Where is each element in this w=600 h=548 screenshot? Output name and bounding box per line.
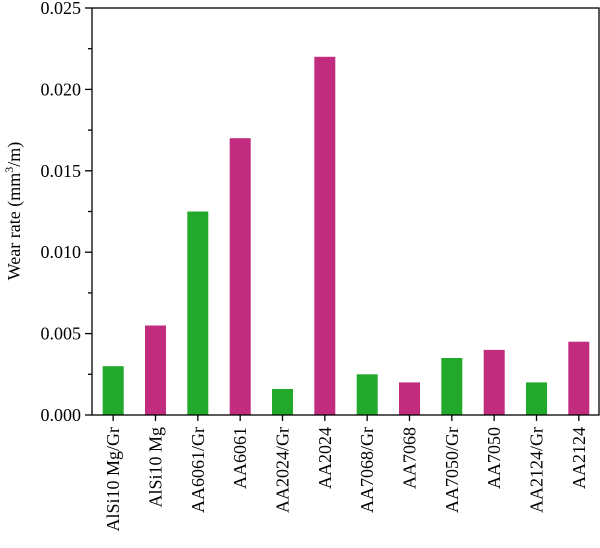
- bar-aa7068-gr: [356, 374, 378, 415]
- bar-aa7068: [399, 382, 420, 415]
- axes-group: [91, 7, 600, 416]
- bar-aa2124-gr: [526, 382, 547, 415]
- y-tick-label: 0.000: [41, 405, 82, 425]
- y-axis-title-sup: 3: [2, 167, 16, 173]
- bar-aa7050: [483, 349, 505, 415]
- x-tick-label: AA7050: [484, 427, 504, 489]
- y-tick-label: 0.005: [41, 324, 82, 344]
- plot-frame: [91, 7, 600, 416]
- bar-aa6061: [229, 138, 251, 415]
- x-tick-label: AA6061/Gr: [188, 427, 208, 513]
- x-tick-label: AA7068: [400, 427, 420, 489]
- y-axis-title-prefix: Wear rate (mm: [4, 173, 25, 281]
- y-tick-label: 0.015: [41, 161, 82, 181]
- x-tick-label: AA2124: [569, 427, 589, 489]
- y-axis-title: Wear rate (mm3/m): [2, 142, 25, 281]
- bar-aa7050-gr: [441, 358, 463, 415]
- bar-aa2024-gr: [272, 389, 293, 415]
- bar-aa6061-gr: [187, 211, 209, 415]
- x-tick-label: AA2024/Gr: [273, 427, 293, 513]
- y-axis-title-suffix: /m): [4, 142, 25, 167]
- bar-alsi10-mg: [145, 325, 166, 415]
- x-tick-label: AlSi10 Mg: [146, 427, 166, 508]
- x-ticks-group: AlSi10 Mg/Gr AlSi10 Mg AA6061/Gr AA6061 AA20…: [103, 415, 589, 532]
- bars-group: [102, 56, 590, 416]
- x-tick-label: AlSi10 Mg/Gr: [103, 427, 123, 532]
- x-tick-label: AA2124/Gr: [527, 427, 547, 513]
- x-tick-label: AA2024: [315, 427, 335, 489]
- bar-aa2124: [568, 341, 590, 415]
- y-tick-label: 0.020: [41, 79, 82, 99]
- x-tick-label: AA6061: [230, 427, 250, 489]
- y-ticks-group: 0.000 0.005 0.010 0.015 0.020 0.025: [41, 0, 92, 425]
- y-tick-label: 0.010: [41, 242, 82, 262]
- y-tick-label: 0.025: [41, 0, 82, 18]
- bar-aa2024: [314, 56, 336, 416]
- x-tick-label: AA7068/Gr: [357, 427, 377, 513]
- bar-alsi10-mg-gr: [102, 366, 124, 415]
- x-tick-label: AA7050/Gr: [442, 427, 462, 513]
